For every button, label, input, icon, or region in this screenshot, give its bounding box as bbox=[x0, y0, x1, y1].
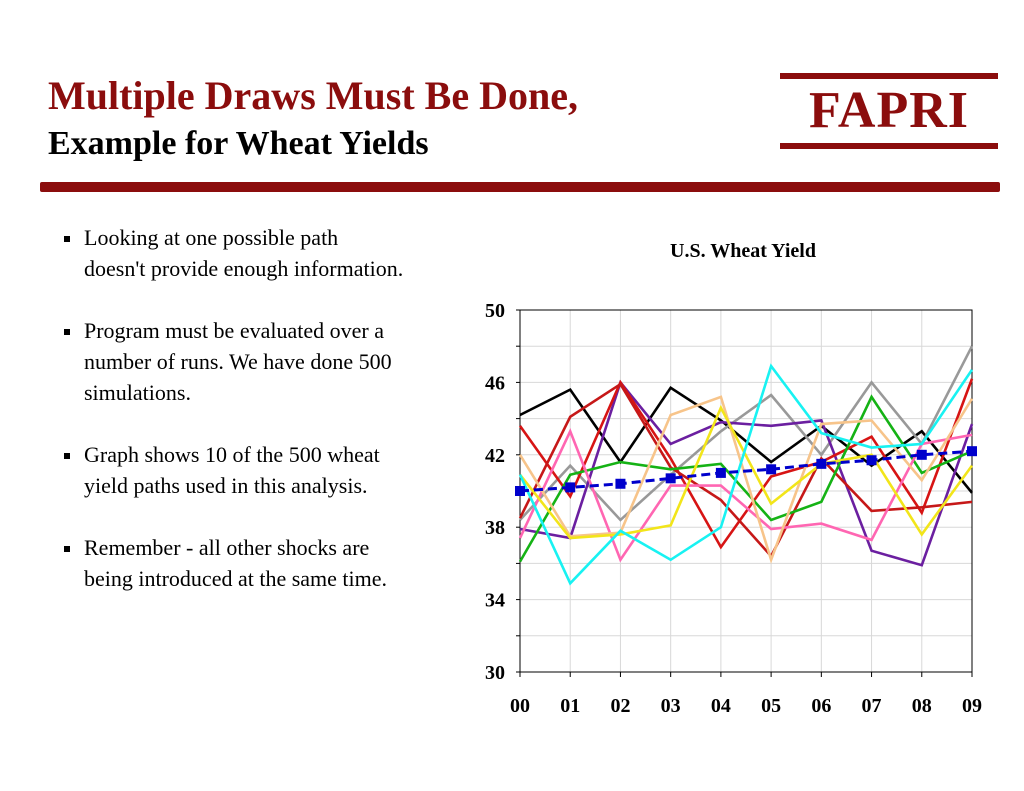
series-line-6 bbox=[518, 394, 973, 563]
series-line-11 bbox=[519, 449, 973, 493]
y-tick-label: 46 bbox=[485, 372, 505, 394]
series-marker bbox=[766, 464, 777, 475]
series-marker bbox=[816, 458, 827, 469]
series-line-10 bbox=[518, 363, 974, 586]
x-tick-label: 08 bbox=[912, 695, 932, 717]
series-marker bbox=[866, 455, 877, 466]
x-tick-label: 02 bbox=[610, 695, 630, 717]
series-line-4 bbox=[518, 378, 974, 550]
series-line-5 bbox=[518, 382, 973, 559]
bullet-text: Remember - all other shocks are being in… bbox=[84, 535, 388, 591]
slide-title-line-1: Multiple Draws Must Be Done, bbox=[48, 73, 578, 118]
x-tick-label: 01 bbox=[560, 695, 580, 717]
bullet-text: Looking at one possible path doesn't pro… bbox=[84, 225, 404, 281]
x-tick-label: 00 bbox=[510, 695, 530, 717]
bullet-list: Looking at one possible path doesn't pro… bbox=[64, 222, 404, 625]
y-tick-label: 30 bbox=[485, 662, 505, 684]
series-line-7 bbox=[518, 427, 973, 563]
x-tick-label: 04 bbox=[711, 695, 731, 717]
series-line-9 bbox=[518, 404, 974, 540]
x-tick-label: 03 bbox=[661, 695, 681, 717]
series-marker bbox=[715, 467, 726, 478]
y-tick-label: 34 bbox=[485, 590, 505, 612]
bullet-square-icon bbox=[64, 236, 70, 242]
series-marker bbox=[565, 482, 576, 493]
y-tick-label: 38 bbox=[485, 517, 505, 539]
wheat-yield-chart: U.S. Wheat Yield 30 34 38 42 46 50 00 01 02 03 04 05… bbox=[485, 240, 982, 717]
chart-title: U.S. Wheat Yield bbox=[670, 240, 816, 262]
slide-title-line-2: Example for Wheat Yields bbox=[48, 125, 429, 162]
bullet-square-icon bbox=[64, 453, 70, 459]
bullet-text: Program must be evaluated over a number … bbox=[84, 318, 392, 405]
bullet-item: Graph shows 10 of the 500 wheat yield pa… bbox=[64, 439, 404, 501]
series-marker bbox=[515, 486, 525, 496]
bullet-item: Looking at one possible path doesn't pro… bbox=[64, 222, 404, 284]
fapri-logo: FAPRI bbox=[780, 73, 998, 149]
x-tick-label: 06 bbox=[811, 695, 831, 717]
series-marker bbox=[916, 449, 927, 460]
series-marker bbox=[615, 478, 626, 489]
series-marker bbox=[665, 473, 676, 484]
logo-bottom-bar bbox=[780, 143, 998, 149]
logo-text: FAPRI bbox=[808, 82, 969, 139]
y-tick-label: 50 bbox=[485, 300, 505, 322]
bullet-item: Remember - all other shocks are being in… bbox=[64, 532, 404, 594]
bullet-square-icon bbox=[64, 329, 70, 335]
bullet-item: Program must be evaluated over a number … bbox=[64, 315, 404, 408]
series-marker bbox=[967, 446, 977, 457]
x-tick-label: 05 bbox=[761, 695, 781, 717]
title-divider bbox=[40, 182, 1000, 192]
x-tick-label: 09 bbox=[962, 695, 982, 717]
logo-top-bar bbox=[780, 73, 998, 79]
series-line-3 bbox=[519, 379, 974, 567]
y-tick-label: 42 bbox=[485, 445, 505, 467]
bullet-square-icon bbox=[64, 546, 70, 552]
bullet-text: Graph shows 10 of the 500 wheat yield pa… bbox=[84, 442, 380, 498]
series-line-8 bbox=[518, 395, 974, 564]
x-tick-label: 07 bbox=[862, 695, 882, 717]
